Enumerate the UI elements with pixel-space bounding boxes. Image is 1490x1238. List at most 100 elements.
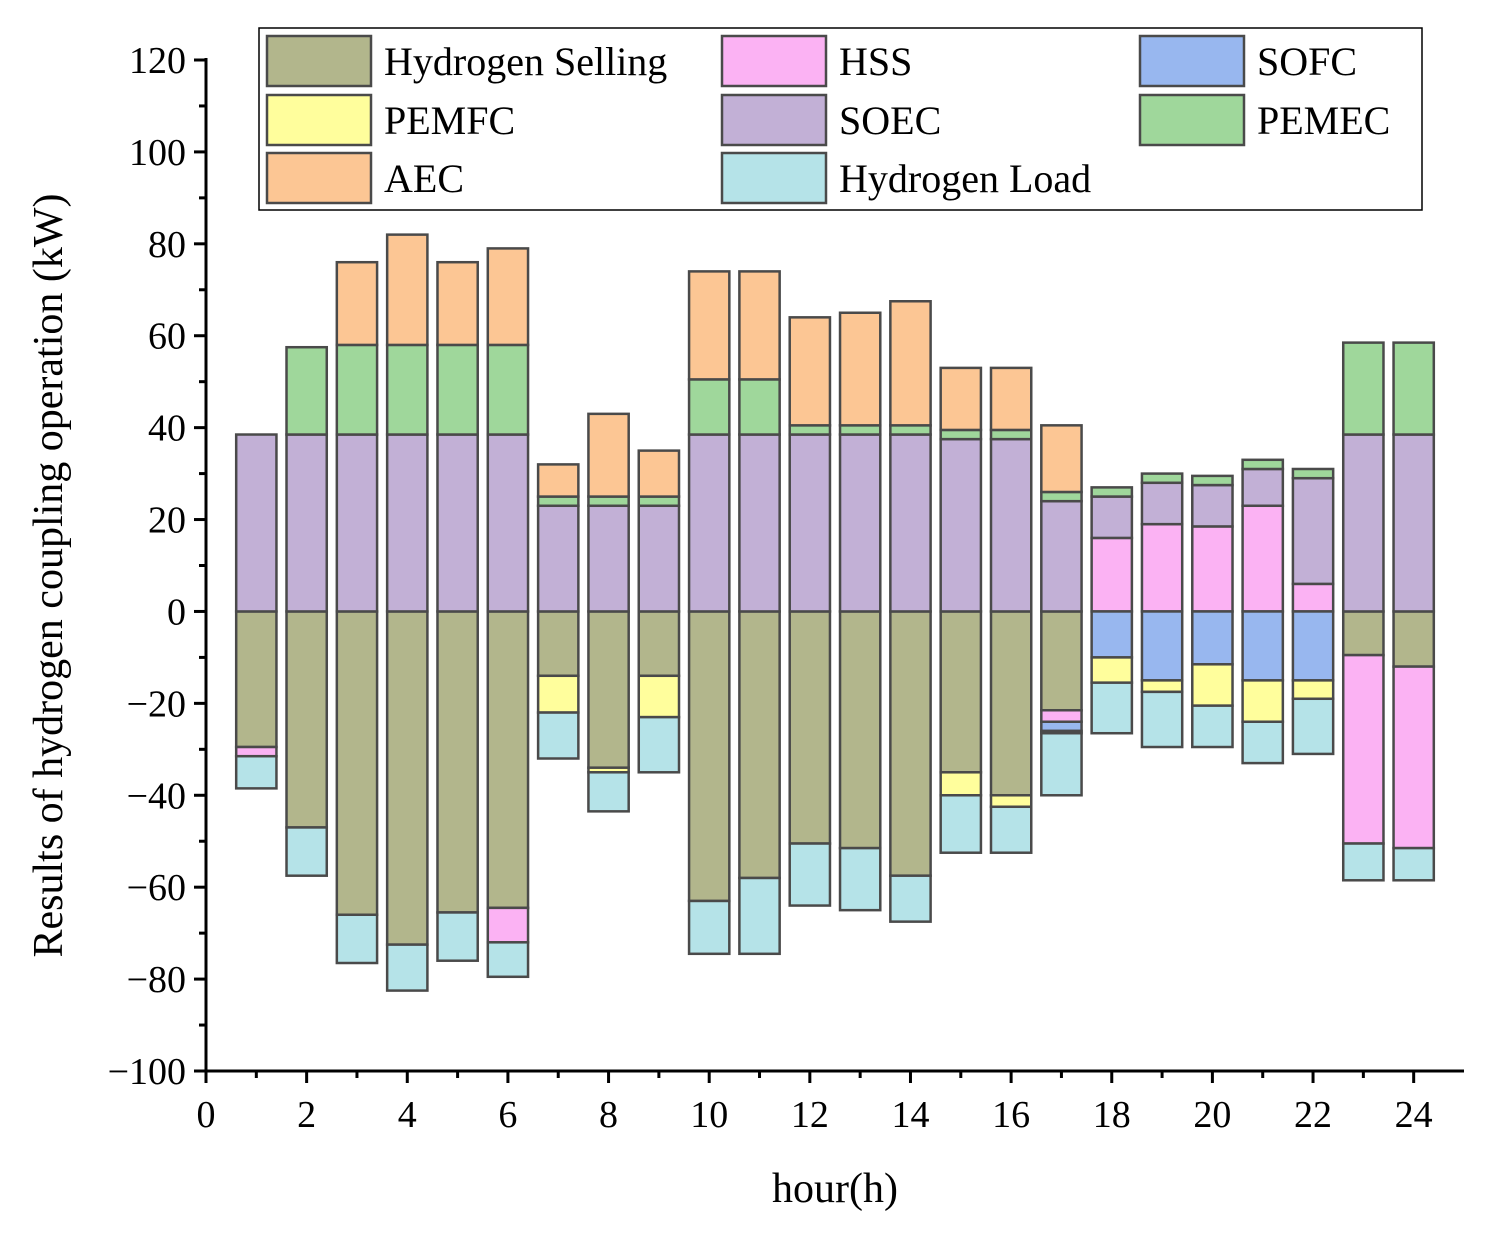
bar-segment <box>486 247 530 347</box>
bar-segment <box>385 433 429 613</box>
bar-segment <box>285 610 329 829</box>
bar-segment <box>738 610 781 880</box>
bar-segment <box>385 610 429 946</box>
bar-segment <box>687 610 731 903</box>
bar-segment <box>1341 341 1385 436</box>
bar-segment <box>486 610 530 910</box>
x-tick-label: 16 <box>992 1094 1030 1136</box>
bar-segment <box>1040 709 1083 723</box>
legend-label: Hydrogen Selling <box>384 39 667 84</box>
bar-segment <box>788 433 832 613</box>
y-axis-title: Results of hydrogen coupling operation (… <box>26 194 72 958</box>
legend-swatch <box>720 34 828 88</box>
bar-segment <box>335 260 379 347</box>
bar-segment <box>234 754 278 790</box>
y-tick-label: 120 <box>129 40 186 82</box>
legend-swatch <box>265 151 373 205</box>
bar-segment <box>889 300 932 427</box>
bar-segment <box>1191 704 1234 749</box>
y-tick-label: 100 <box>129 132 186 174</box>
x-tick-label: 6 <box>498 1094 517 1136</box>
legend-label: SOEC <box>839 98 941 143</box>
bar-segment <box>385 343 429 436</box>
bar-segment <box>989 437 1033 613</box>
bar-segment <box>436 433 479 613</box>
bar-segment <box>687 378 731 436</box>
bar-segment <box>889 874 932 923</box>
bar-segment <box>1040 499 1083 613</box>
bar-segment <box>234 745 278 758</box>
bars-layer <box>234 233 1436 992</box>
bar-segment <box>1090 536 1134 613</box>
bar-segment <box>1392 846 1436 882</box>
bar-segment <box>385 233 429 347</box>
legend-label: Hydrogen Load <box>839 156 1091 201</box>
bar-segment <box>1291 679 1335 701</box>
bar-segment <box>788 610 832 845</box>
bar-segment <box>989 805 1033 854</box>
bar-segment <box>687 899 731 956</box>
legend-swatch <box>720 93 828 147</box>
x-tick-label: 2 <box>297 1094 316 1136</box>
bar-segment <box>1241 504 1285 613</box>
x-tick-label: 24 <box>1395 1094 1433 1136</box>
x-tick-label: 20 <box>1193 1094 1231 1136</box>
x-tick-label: 12 <box>791 1094 829 1136</box>
bar-segment <box>1040 610 1083 712</box>
y-tick-label: 60 <box>148 316 186 358</box>
bar-segment <box>1040 490 1083 503</box>
bar-segment <box>536 495 580 508</box>
bar-segment <box>1392 341 1436 436</box>
bar-segment <box>1140 522 1184 613</box>
bar-segment <box>1040 424 1083 494</box>
legend-label: PEMEC <box>1257 98 1390 143</box>
x-tick-label: 14 <box>891 1094 929 1136</box>
bar-segment <box>335 913 379 965</box>
bar-segment <box>234 610 278 749</box>
bar-segment <box>1191 610 1234 666</box>
bar-segment <box>788 424 832 436</box>
bar-segment <box>335 433 379 613</box>
bar-segment <box>838 424 882 436</box>
bar-segment <box>486 941 530 979</box>
x-tick-label: 22 <box>1294 1094 1332 1136</box>
y-tick-label: 80 <box>148 224 186 266</box>
bar-segment <box>889 433 932 613</box>
bar-segment <box>587 771 630 813</box>
bar-segment <box>687 270 731 381</box>
y-tick-label: −100 <box>108 1051 186 1093</box>
bar-segment <box>1140 679 1184 694</box>
bar-segment <box>536 610 580 678</box>
x-tick-label: 18 <box>1093 1094 1131 1136</box>
bar-segment <box>1241 720 1285 765</box>
y-tick-label: −20 <box>127 683 186 725</box>
bar-segment <box>1241 458 1285 471</box>
bar-segment <box>536 463 580 498</box>
bar-segment <box>1140 481 1184 526</box>
y-tick-label: 20 <box>148 500 186 542</box>
y-tick-label: −60 <box>127 867 186 909</box>
bar-segment <box>939 771 983 797</box>
bar-segment <box>637 715 681 774</box>
legend-swatch <box>265 93 373 147</box>
bar-segment <box>838 846 882 912</box>
bar-segment <box>587 412 630 498</box>
bar-segment <box>738 876 781 956</box>
bar-segment <box>838 610 882 850</box>
bar-segment <box>587 610 630 769</box>
bar-segment <box>637 610 681 678</box>
bar-segment <box>234 433 278 613</box>
bar-segment <box>1291 610 1335 682</box>
legend-label: HSS <box>839 39 912 84</box>
bar-segment <box>1392 665 1436 850</box>
legend-swatch <box>1138 93 1246 147</box>
bar-segment <box>989 794 1033 809</box>
bar-segment <box>939 437 983 613</box>
bar-segment <box>1040 731 1083 797</box>
bar-segment <box>335 610 379 917</box>
bar-segment <box>939 794 983 854</box>
bar-segment <box>1392 433 1436 613</box>
bar-segment <box>989 428 1033 441</box>
